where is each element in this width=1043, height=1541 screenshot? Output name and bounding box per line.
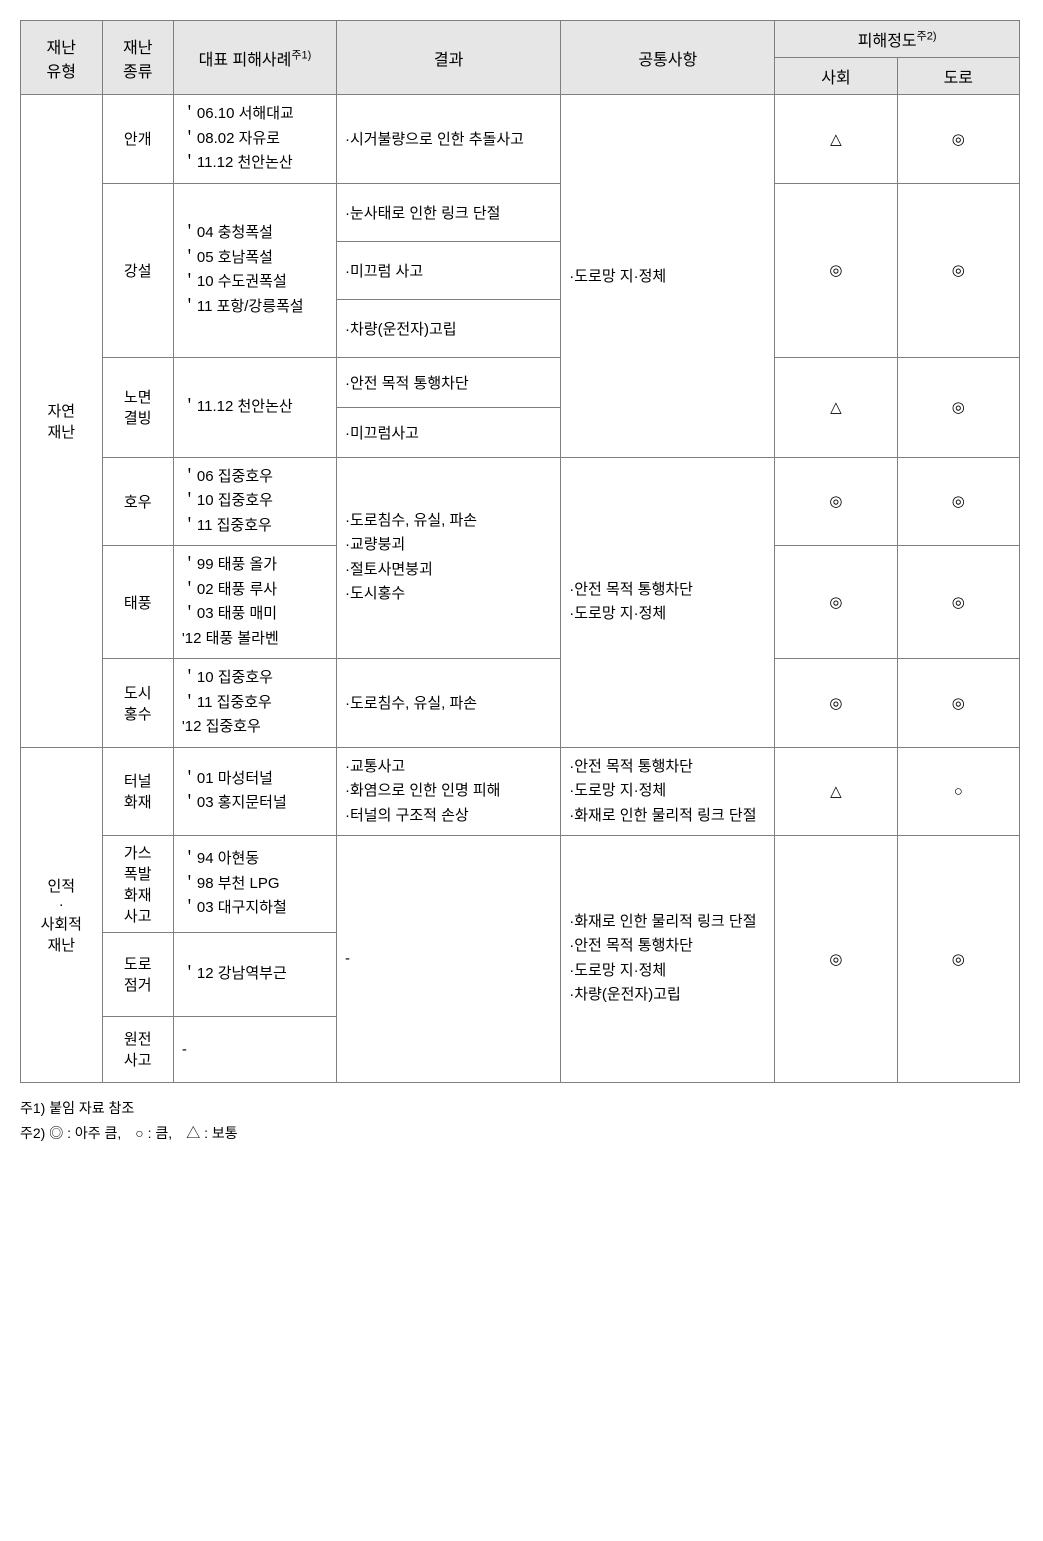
- cell-road-rain: ◎: [897, 457, 1019, 546]
- cell-kind-ice: 노면 결빙: [102, 357, 173, 457]
- cell-cases-gas: ＇94 아현동 ＇98 부천 LPG ＇03 대구지하철: [173, 836, 336, 933]
- cell-social-typhoon: ◎: [775, 546, 897, 659]
- cell-cases-tunnel: ＇01 마성터널 ＇03 홍지문터널: [173, 747, 336, 836]
- cell-kind-occupy: 도로 점거: [102, 933, 173, 1017]
- row-tunnel: 인적 · 사회적 재난 터널 화재 ＇01 마성터널 ＇03 홍지문터널 ·교통…: [21, 747, 1020, 836]
- cell-social-fog: △: [775, 95, 897, 184]
- cell-result-rain-typhoon: ·도로침수, 유실, 파손 ·교량붕괴 ·절토사면붕괴 ·도시홍수: [336, 457, 560, 659]
- cell-kind-rain: 호우: [102, 457, 173, 546]
- cell-result-dash: -: [336, 836, 560, 1083]
- cell-result-snow-3: ·차량(운전자)고립: [336, 299, 560, 357]
- header-road: 도로: [897, 58, 1019, 95]
- cell-kind-snow: 강설: [102, 183, 173, 357]
- cell-social-rain: ◎: [775, 457, 897, 546]
- cell-result-ice-2: ·미끄럼사고: [336, 407, 560, 457]
- cell-common-tunnel: ·안전 목적 통행차단 ·도로망 지·정체 ·화재로 인한 물리적 링크 단절: [561, 747, 775, 836]
- row-snow-1: 강설 ＇04 충청폭설 ＇05 호남폭설 ＇10 수도권폭설 ＇11 포항/강릉…: [21, 183, 1020, 241]
- cell-social-ice: △: [775, 357, 897, 457]
- header-kind: 재난 종류: [102, 21, 173, 95]
- header-social: 사회: [775, 58, 897, 95]
- row-fog: 자연 재난 안개 ＇06.10 서해대교 ＇08.02 자유로 ＇11.12 천…: [21, 95, 1020, 184]
- row-flood: 도시 홍수 ＇10 집중호우 ＇11 집중호우 '12 집중호우 ·도로침수, …: [21, 659, 1020, 748]
- cell-kind-fog: 안개: [102, 95, 173, 184]
- table-body: 자연 재난 안개 ＇06.10 서해대교 ＇08.02 자유로 ＇11.12 천…: [21, 95, 1020, 1083]
- cell-result-ice-1: ·안전 목적 통행차단: [336, 357, 560, 407]
- cell-type-human: 인적 · 사회적 재난: [21, 747, 103, 1082]
- cell-common-group: ·화재로 인한 물리적 링크 단절 ·안전 목적 통행차단 ·도로망 지·정체 …: [561, 836, 775, 1083]
- cell-type-natural: 자연 재난: [21, 95, 103, 748]
- cell-cases-typhoon: ＇99 태풍 올가 ＇02 태풍 루사 ＇03 태풍 매미 '12 태풍 볼라벤: [173, 546, 336, 659]
- row-rain: 호우 ＇06 집중호우 ＇10 집중호우 ＇11 집중호우 ·도로침수, 유실,…: [21, 457, 1020, 546]
- cell-cases-snow: ＇04 충청폭설 ＇05 호남폭설 ＇10 수도권폭설 ＇11 포항/강릉폭설: [173, 183, 336, 357]
- cell-kind-typhoon: 태풍: [102, 546, 173, 659]
- table-header: 재난 유형 재난 종류 대표 피해사례주1) 결과 공통사항 피해정도주2) 사…: [21, 21, 1020, 95]
- cell-cases-nuclear: -: [173, 1016, 336, 1082]
- cell-cases-occupy: ＇12 강남역부근: [173, 933, 336, 1017]
- footnote-1: 주1) 붙임 자료 참조: [20, 1097, 1020, 1121]
- cell-kind-gas: 가스 폭발 화재 사고: [102, 836, 173, 933]
- cell-social-tunnel: △: [775, 747, 897, 836]
- header-damage: 피해정도주2): [775, 21, 1020, 58]
- cell-cases-ice: ＇11.12 천안논산: [173, 357, 336, 457]
- cell-result-snow-1: ·눈사태로 인한 링크 단절: [336, 183, 560, 241]
- footnote-2: 주2) ◎ : 아주 큼, ○ : 큼, △ : 보통: [20, 1122, 1020, 1146]
- row-ice-1: 노면 결빙 ＇11.12 천안논산 ·안전 목적 통행차단 △ ◎: [21, 357, 1020, 407]
- header-type: 재난 유형: [21, 21, 103, 95]
- header-common: 공통사항: [561, 21, 775, 95]
- cell-result-flood: ·도로침수, 유실, 파손: [336, 659, 560, 748]
- cell-road-flood: ◎: [897, 659, 1019, 748]
- cell-result-snow-2: ·미끄럼 사고: [336, 241, 560, 299]
- cell-social-snow: ◎: [775, 183, 897, 357]
- cell-common-1: ·도로망 지·정체: [561, 95, 775, 458]
- row-gas: 가스 폭발 화재 사고 ＇94 아현동 ＇98 부천 LPG ＇03 대구지하철…: [21, 836, 1020, 933]
- cell-road-typhoon: ◎: [897, 546, 1019, 659]
- cell-road-tunnel: ○: [897, 747, 1019, 836]
- cell-cases-rain: ＇06 집중호우 ＇10 집중호우 ＇11 집중호우: [173, 457, 336, 546]
- cell-road-snow: ◎: [897, 183, 1019, 357]
- cell-social-flood: ◎: [775, 659, 897, 748]
- header-cases: 대표 피해사례주1): [173, 21, 336, 95]
- cell-road-ice: ◎: [897, 357, 1019, 457]
- cell-kind-nuclear: 원전 사고: [102, 1016, 173, 1082]
- cell-cases-fog: ＇06.10 서해대교 ＇08.02 자유로 ＇11.12 천안논산: [173, 95, 336, 184]
- header-result: 결과: [336, 21, 560, 95]
- cell-social-gas: ◎: [775, 836, 897, 1083]
- cell-road-gas: ◎: [897, 836, 1019, 1083]
- cell-road-fog: ◎: [897, 95, 1019, 184]
- cell-cases-flood: ＇10 집중호우 ＇11 집중호우 '12 집중호우: [173, 659, 336, 748]
- footnotes: 주1) 붙임 자료 참조 주2) ◎ : 아주 큼, ○ : 큼, △ : 보통: [20, 1097, 1020, 1147]
- disaster-table: 재난 유형 재난 종류 대표 피해사례주1) 결과 공통사항 피해정도주2) 사…: [20, 20, 1020, 1083]
- cell-common-2: ·안전 목적 통행차단 ·도로망 지·정체: [561, 457, 775, 747]
- cell-kind-tunnel: 터널 화재: [102, 747, 173, 836]
- cell-kind-flood: 도시 홍수: [102, 659, 173, 748]
- cell-result-fog: ·시거불량으로 인한 추돌사고: [336, 95, 560, 184]
- cell-result-tunnel: ·교통사고 ·화염으로 인한 인명 피해 ·터널의 구조적 손상: [336, 747, 560, 836]
